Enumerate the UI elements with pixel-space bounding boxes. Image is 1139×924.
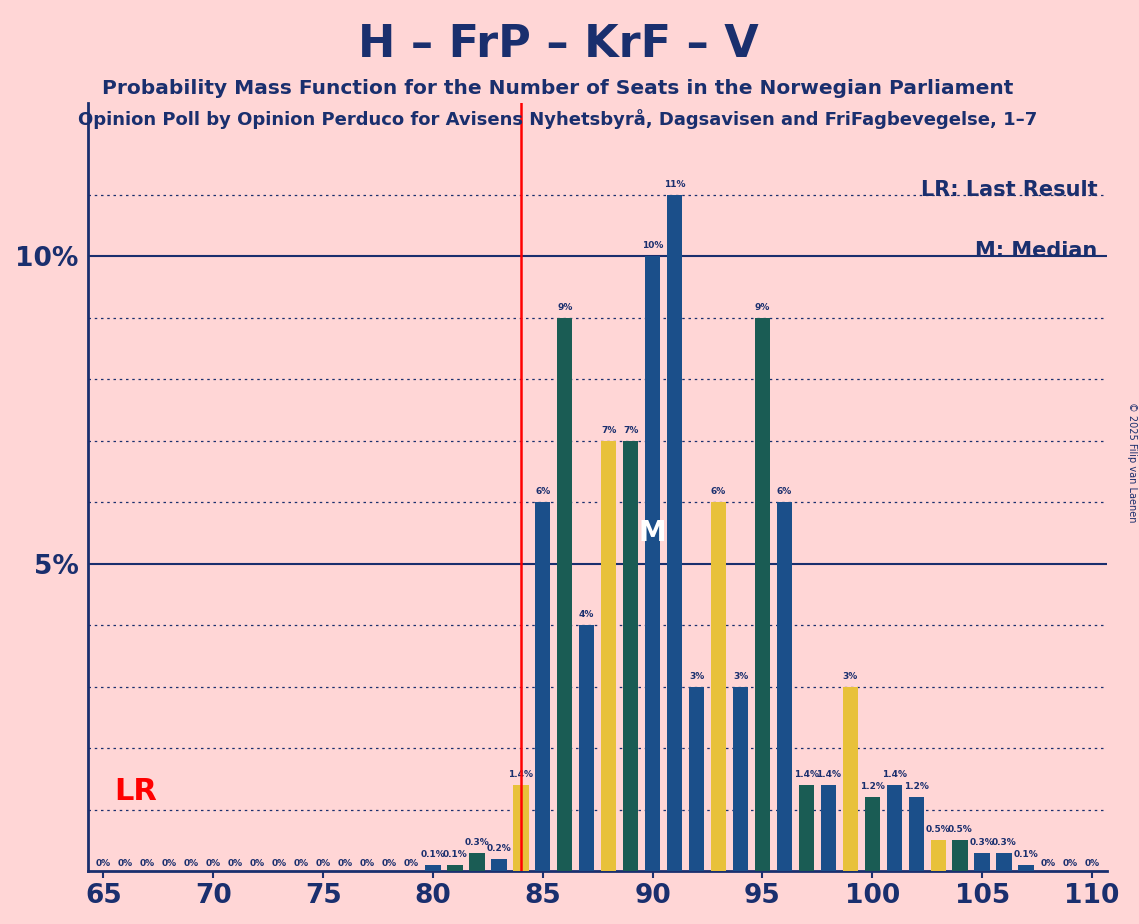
Text: 0%: 0% [162,859,177,869]
Text: 0.2%: 0.2% [486,844,511,853]
Bar [997,853,1011,871]
Text: 0%: 0% [316,859,330,869]
Text: 4%: 4% [579,610,595,619]
Text: 0.1%: 0.1% [1014,850,1039,859]
Text: 1.2%: 1.2% [904,783,928,791]
Text: 11%: 11% [664,180,686,188]
Bar [777,503,792,871]
Text: Opinion Poll by Opinion Perduco for Avisens Nyhetsbyrå, Dagsavisen and FriFagbev: Opinion Poll by Opinion Perduco for Avis… [79,109,1038,129]
Bar [557,318,573,871]
Text: 1.4%: 1.4% [882,770,907,779]
Text: 6%: 6% [535,487,550,496]
Text: 0%: 0% [1063,859,1077,869]
Text: LR: Last Result: LR: Last Result [920,179,1097,200]
Bar [798,785,814,871]
Text: 1.4%: 1.4% [508,770,533,779]
Text: 0%: 0% [1084,859,1099,869]
Text: 1.4%: 1.4% [794,770,819,779]
Text: 0.3%: 0.3% [969,837,994,846]
Text: 6%: 6% [777,487,792,496]
Bar [931,841,945,871]
Bar [535,503,550,871]
Text: 0.5%: 0.5% [926,825,951,834]
Bar [579,626,595,871]
Bar [448,865,462,871]
Bar [667,195,682,871]
Text: 0%: 0% [117,859,133,869]
Text: 3%: 3% [843,672,858,681]
Bar [1018,865,1034,871]
Text: 9%: 9% [755,303,770,311]
Bar [886,785,902,871]
Text: 0%: 0% [249,859,264,869]
Text: 0%: 0% [1041,859,1056,869]
Bar [469,853,484,871]
Bar [952,841,968,871]
Bar [689,687,704,871]
Bar [711,503,727,871]
Text: 0%: 0% [337,859,353,869]
Text: 10%: 10% [642,241,663,250]
Text: 0%: 0% [183,859,199,869]
Text: 0%: 0% [228,859,243,869]
Text: LR: LR [114,777,157,806]
Text: 0%: 0% [382,859,396,869]
Text: M: M [639,519,666,547]
Text: 0%: 0% [403,859,418,869]
Bar [732,687,748,871]
Text: 0%: 0% [294,859,309,869]
Text: Probability Mass Function for the Number of Seats in the Norwegian Parliament: Probability Mass Function for the Number… [103,79,1014,98]
Bar [909,797,924,871]
Bar [514,785,528,871]
Text: 0%: 0% [271,859,287,869]
Text: © 2025 Filip van Laenen: © 2025 Filip van Laenen [1126,402,1137,522]
Text: M: Median: M: Median [975,241,1097,261]
Text: 0.3%: 0.3% [465,837,490,846]
Bar [865,797,880,871]
Text: 3%: 3% [732,672,748,681]
Bar [645,257,661,871]
Text: H – FrP – KrF – V: H – FrP – KrF – V [358,23,759,67]
Text: 0%: 0% [96,859,110,869]
Bar [601,441,616,871]
Text: 1.2%: 1.2% [860,783,885,791]
Text: 7%: 7% [601,426,616,434]
Text: 7%: 7% [623,426,638,434]
Bar [491,859,507,871]
Text: 3%: 3% [689,672,704,681]
Text: 6%: 6% [711,487,727,496]
Text: 0.3%: 0.3% [992,837,1016,846]
Text: 0.5%: 0.5% [948,825,973,834]
Text: 0%: 0% [140,859,155,869]
Bar [843,687,858,871]
Bar [755,318,770,871]
Bar [821,785,836,871]
Bar [975,853,990,871]
Bar [425,865,441,871]
Bar [623,441,638,871]
Text: 0.1%: 0.1% [420,850,445,859]
Text: 9%: 9% [557,303,573,311]
Text: 0.1%: 0.1% [443,850,467,859]
Text: 0%: 0% [206,859,221,869]
Text: 0%: 0% [360,859,375,869]
Text: 1.4%: 1.4% [816,770,841,779]
